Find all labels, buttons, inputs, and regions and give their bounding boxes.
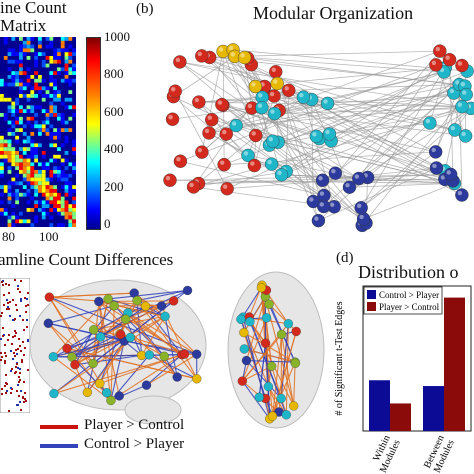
difference-brain-network [28, 270, 328, 430]
bar-0-0 [369, 380, 390, 431]
colorbar-tick-label: 600 [104, 103, 124, 119]
difference-nodes [43, 280, 301, 424]
y-axis-label: # of Significant t-Test Edges [334, 301, 345, 415]
bar-legend-label-0: Control > Player [379, 290, 439, 300]
streamline-count-matrix [0, 37, 76, 227]
legend-label-control: Control > Player [84, 436, 185, 452]
colorbar-tick-label: 0 [104, 216, 111, 231]
colorbar-tick-label: 200 [104, 178, 124, 194]
bar-legend-swatch-1 [367, 302, 376, 311]
bar-legend-label-1: Player > Control [379, 302, 440, 312]
modular-organization-title: Modular Organization [253, 3, 414, 23]
streamline-differences-title: amline Count Differences [0, 250, 174, 269]
legend-swatch-player [40, 425, 78, 429]
bar-0-1 [390, 403, 411, 431]
bar-legend-swatch-0 [367, 290, 376, 299]
bar-legend [363, 286, 443, 315]
distribution-title: Distribution o [358, 262, 459, 282]
bar-1-0 [423, 386, 444, 431]
colorbar-tick-label: 1000 [104, 29, 130, 44]
colorbar-tick-label: 400 [104, 141, 124, 157]
edge-distribution-chart: # of Significant t-Test Edges WithinModul… [330, 280, 474, 474]
colorbar-ticks: 1000 800 600 400 200 0 [104, 29, 144, 232]
matrix-title-line1: ine Count [0, 0, 67, 17]
difference-matrix [0, 278, 30, 413]
modular-brain-network [145, 26, 474, 244]
matrix-colorbar [86, 37, 101, 230]
bar-1-1 [444, 297, 465, 431]
matrix-title-line2: Matrix [0, 16, 47, 35]
colorbar-tick-label: 800 [104, 66, 124, 82]
difference-cells [0, 279, 29, 412]
panel-b-label: (b) [136, 1, 154, 17]
matrix-cells [0, 37, 76, 227]
legend-swatch-control [40, 444, 78, 448]
matrix-x-tick-80: 80 [2, 229, 15, 244]
x-tick-label-1: BetweenModules [422, 434, 457, 474]
matrix-x-tick-100: 100 [39, 229, 59, 244]
plot-frame [362, 285, 472, 432]
difference-legend: Player > Control Control > Player [40, 416, 240, 456]
x-tick-label-0: WithinModules [368, 434, 403, 474]
legend-label-player: Player > Control [84, 417, 185, 433]
panel-d-label: (d) [336, 250, 354, 266]
network-nodes [163, 43, 474, 233]
